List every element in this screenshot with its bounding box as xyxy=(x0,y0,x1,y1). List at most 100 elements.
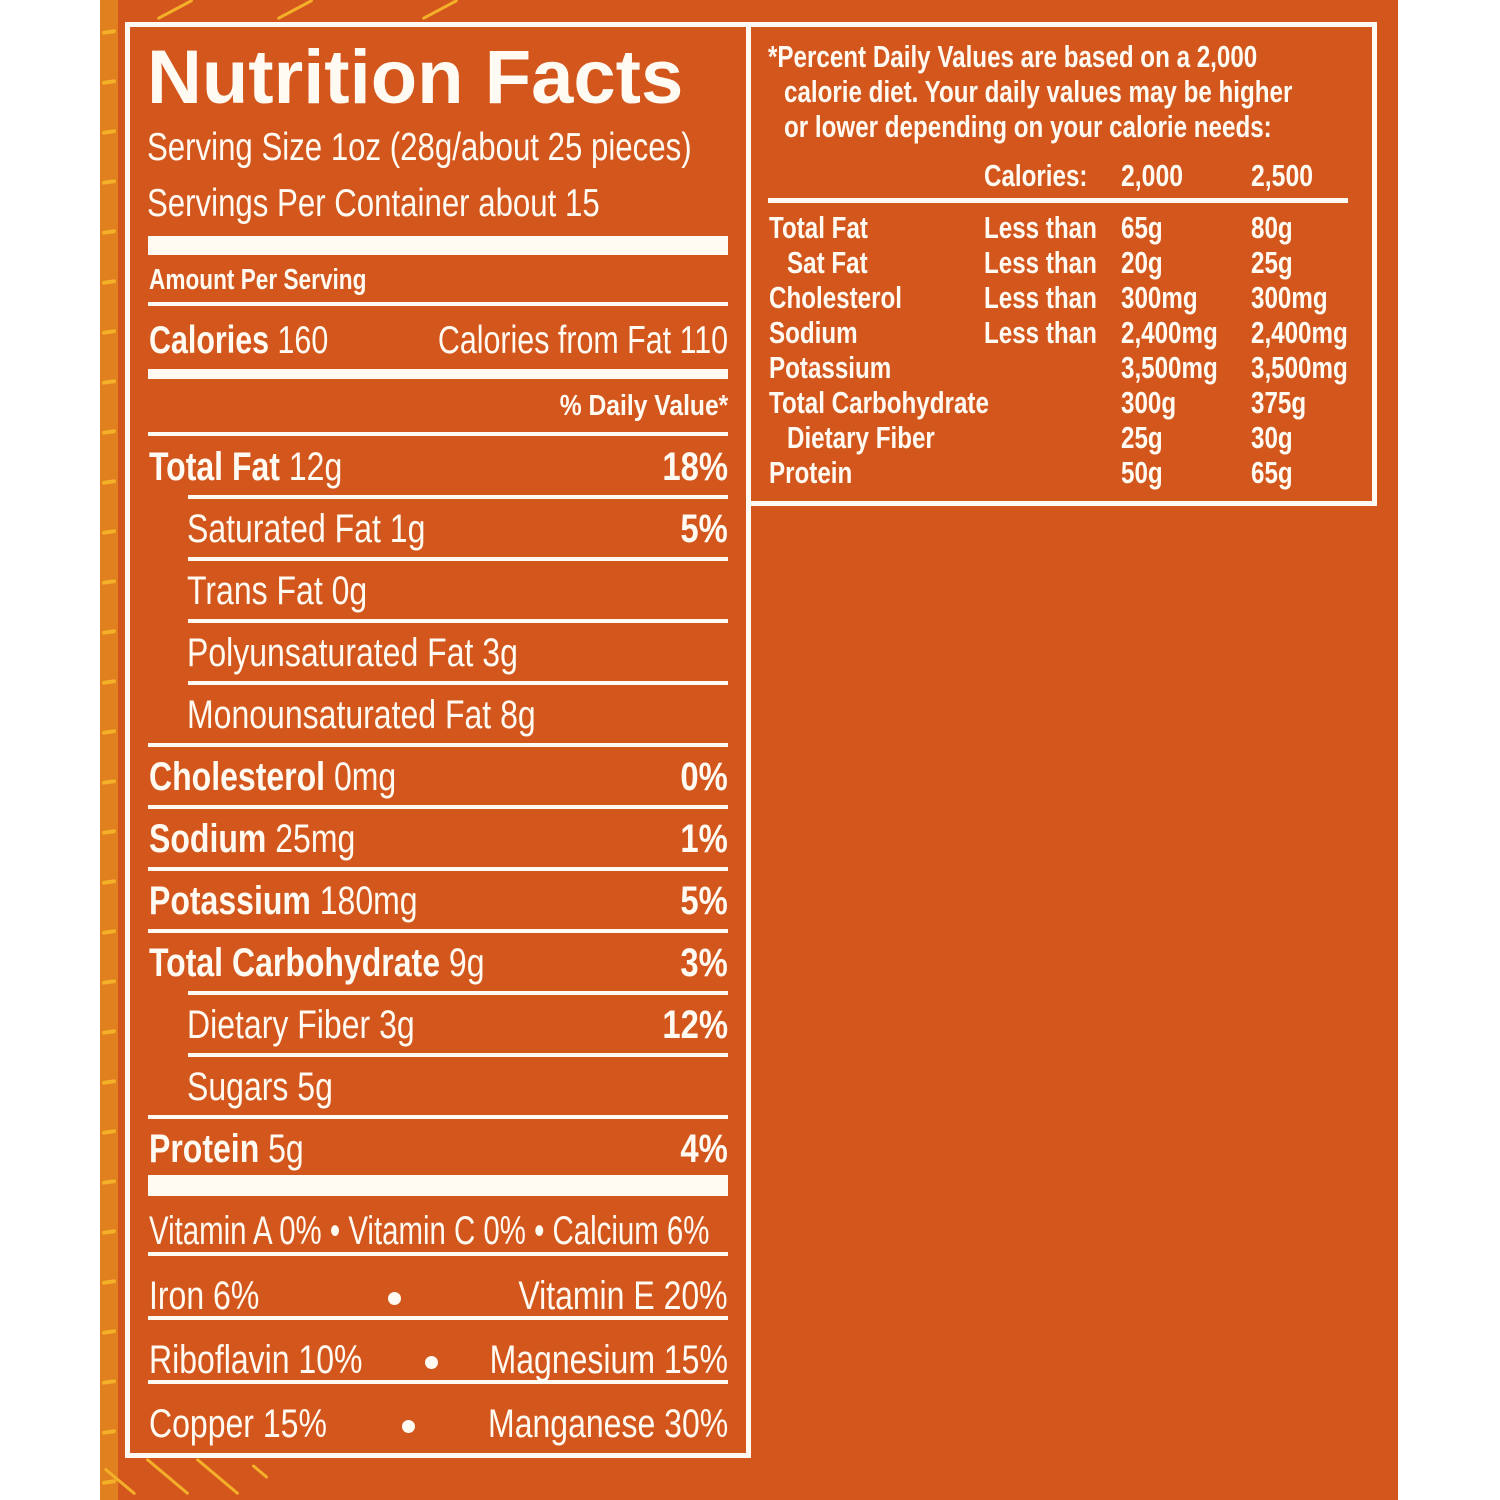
decorative-dash xyxy=(251,1463,269,1480)
divider xyxy=(188,681,728,685)
vitamin-item: Magnesium 15% xyxy=(489,1338,728,1382)
nutrient-daily-value: 0% xyxy=(680,755,728,799)
footnote-qualifier: Less than xyxy=(984,280,1097,315)
nutrient-amount: 3g xyxy=(379,1003,415,1047)
footnote-col2-value: 65g xyxy=(1251,455,1293,490)
nutrient-name: Cholesterol xyxy=(149,755,326,799)
nutrient-daily-value: 12% xyxy=(662,1003,728,1047)
footnote-nutrient: Total Carbohydrate xyxy=(769,385,989,420)
nutrient-text: Saturated Fat 1g xyxy=(187,509,425,549)
calories-text: Calories 160 xyxy=(149,321,328,360)
footnote-col1-value: 300g xyxy=(1121,385,1177,420)
nutrition-facts-title: Nutrition Facts xyxy=(147,35,684,120)
nutrient-amount: 0mg xyxy=(333,755,397,799)
calories-label: Calories xyxy=(149,319,270,362)
nutrient-amount: 9g xyxy=(448,941,485,985)
nutrient-name: Potassium xyxy=(149,879,311,923)
nutrient-name: Total Fat xyxy=(149,445,280,489)
decorative-dash xyxy=(421,0,459,21)
footnote-nutrient: Sat Fat xyxy=(787,245,868,280)
vitamin-item: Manganese 30% xyxy=(487,1402,728,1446)
footnote-col1-value: 20g xyxy=(1121,245,1163,280)
nutrient-text: Polyunsaturated Fat 3g xyxy=(187,633,518,673)
divider xyxy=(188,1053,728,1057)
calories-from-fat: Calories from Fat 110 xyxy=(437,319,728,362)
divider xyxy=(148,1380,728,1384)
nutrient-name: Protein xyxy=(149,1127,260,1171)
footnote-qualifier: Less than xyxy=(984,210,1097,245)
decorative-dash xyxy=(195,1457,240,1496)
nutrient-amount: 1g xyxy=(389,507,426,551)
vitamin-item: Riboflavin 10% xyxy=(149,1338,363,1382)
nutrient-daily-value: 5% xyxy=(680,507,728,551)
divider xyxy=(148,1316,728,1320)
footnote-divider xyxy=(768,198,1348,203)
bullet-dot xyxy=(425,1356,438,1369)
footnote-nutrient: Sodium xyxy=(769,315,858,350)
nutrient-daily-value: 18% xyxy=(662,445,728,489)
thick-divider xyxy=(148,236,728,255)
decorative-dash xyxy=(276,0,314,21)
footnote-calories-label: Calories: xyxy=(984,158,1088,193)
nutrient-daily-value: 3% xyxy=(680,941,728,985)
divider xyxy=(188,991,728,995)
decorative-dash xyxy=(156,0,194,21)
vitamin-item: Vitamin C 0% xyxy=(348,1209,526,1253)
decorative-dash xyxy=(145,1457,190,1496)
nutrient-amount: 25mg xyxy=(275,817,356,861)
footnote-col1-value: 25g xyxy=(1121,420,1163,455)
nutrient-text: Dietary Fiber 3g xyxy=(187,1005,415,1045)
nutrient-amount: 12g xyxy=(288,445,343,489)
divider xyxy=(148,432,728,436)
nutrient-daily-value: 4% xyxy=(680,1127,728,1171)
divider xyxy=(148,1252,728,1256)
footnote-col1-value: 65g xyxy=(1121,210,1163,245)
nutrient-name: Sodium xyxy=(149,817,267,861)
nutrient-amount: 5g xyxy=(297,1065,333,1109)
servings-per-container: Servings Per Container about 15 xyxy=(147,182,600,225)
divider xyxy=(188,619,728,623)
nutrient-name: Saturated Fat xyxy=(187,507,381,551)
nutrient-text: Potassium 180mg xyxy=(149,881,418,921)
footnote-col2-value: 375g xyxy=(1251,385,1307,420)
footnote-col2-value: 30g xyxy=(1251,420,1293,455)
daily-values-footnote-panel xyxy=(746,22,1377,506)
nutrient-text: Protein 5g xyxy=(149,1129,304,1169)
nutrient-amount: 0g xyxy=(331,569,368,613)
footnote-col2-value: 80g xyxy=(1251,210,1293,245)
nutrient-name: Polyunsaturated Fat xyxy=(187,631,474,675)
footnote-qualifier: Less than xyxy=(984,245,1097,280)
footnote-col2-header: 2,500 xyxy=(1251,158,1314,193)
divider xyxy=(148,302,728,306)
divider xyxy=(148,743,728,747)
divider xyxy=(188,495,728,499)
vitamin-item: Vitamin A 0% xyxy=(149,1209,322,1253)
footnote-line-1: *Percent Daily Values are based on a 2,0… xyxy=(768,39,1258,74)
nutrient-amount: 8g xyxy=(500,693,536,737)
nutrient-name: Trans Fat xyxy=(187,569,323,613)
footnote-nutrient: Dietary Fiber xyxy=(787,420,935,455)
footnote-nutrient: Potassium xyxy=(769,350,892,385)
amount-per-serving-label: Amount Per Serving xyxy=(149,264,367,296)
footnote-col2-value: 3,500mg xyxy=(1251,350,1348,385)
footnote-col1-header: 2,000 xyxy=(1121,158,1184,193)
footnote-line-3: or lower depending on your calorie needs… xyxy=(784,109,1272,144)
divider xyxy=(148,805,728,809)
footnote-col2-value: 2,400mg xyxy=(1251,315,1348,350)
divider xyxy=(148,1115,728,1119)
divider xyxy=(188,557,728,561)
footnote-nutrient: Protein xyxy=(769,455,853,490)
nutrient-name: Sugars xyxy=(187,1065,289,1109)
nutrient-text: Sugars 5g xyxy=(187,1067,333,1107)
vitamin-item: Copper 15% xyxy=(149,1402,327,1446)
footnote-col1-value: 2,400mg xyxy=(1121,315,1218,350)
nutrient-amount: 180mg xyxy=(319,879,418,923)
nutrition-facts-panel xyxy=(125,22,751,1458)
nutrient-amount: 3g xyxy=(482,631,518,675)
serving-size: Serving Size 1oz (28g/about 25 pieces) xyxy=(147,126,692,169)
footnote-col1-value: 3,500mg xyxy=(1121,350,1218,385)
footnote-col2-value: 25g xyxy=(1251,245,1293,280)
footnote-nutrient: Cholesterol xyxy=(769,280,903,315)
nutrient-text: Trans Fat 0g xyxy=(187,571,367,611)
footnote-col1-value: 50g xyxy=(1121,455,1163,490)
